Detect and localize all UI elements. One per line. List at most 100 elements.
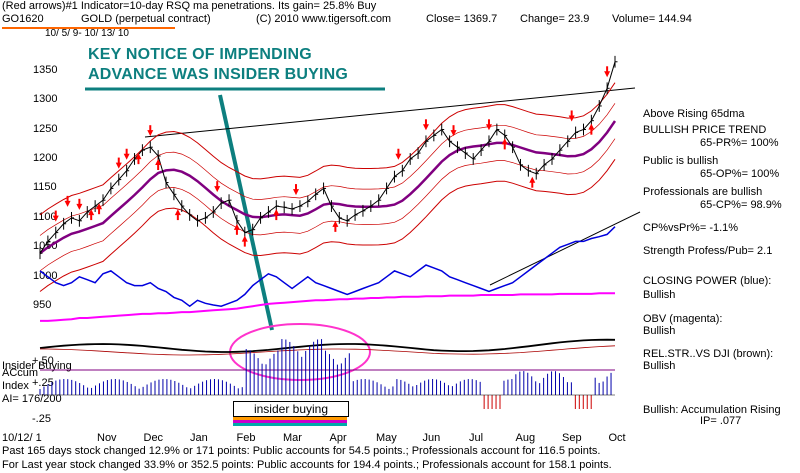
y-tick-label-6: 1050 <box>33 240 58 253</box>
signal-arrowhead <box>485 124 492 131</box>
annotation-line2: ADVANCE WAS INSIDER BUYING <box>88 66 349 83</box>
month-label-1: Dec <box>143 432 164 444</box>
insider-buying-label: Insider Buying <box>2 360 72 372</box>
signal-arrowhead <box>88 209 95 216</box>
accum-label: ACcum <box>2 367 39 379</box>
indicator-line: (Red arrows)#1 Indicator=10-day RSQ ma p… <box>2 0 377 12</box>
month-label-3: Feb <box>236 432 256 444</box>
side-item-q: IP= .077 <box>700 415 742 427</box>
y-tick-label-3: 1200 <box>33 151 58 164</box>
signal-arrowhead <box>422 124 429 131</box>
price-line <box>39 61 616 254</box>
inner-lower-band <box>39 138 616 272</box>
y-tick-label-1: 1300 <box>33 93 58 106</box>
signal-arrowhead <box>96 203 103 210</box>
month-label-10: Sep <box>562 432 582 444</box>
footer-line2: For Last year stock changed 33.9% or 352… <box>2 459 612 471</box>
side-item-l: OBV (magenta): <box>643 313 723 325</box>
side-item-i: Strength Profess/Pub= 2.1 <box>643 245 773 257</box>
band-magenta <box>233 420 347 423</box>
side-item-m: Bullish <box>643 325 676 337</box>
signal-arrowhead <box>135 153 142 160</box>
signal-arrowhead <box>273 209 280 216</box>
lower-band <box>39 159 616 292</box>
signal-arrowhead <box>241 235 248 242</box>
symbol: GO1620 <box>2 13 44 25</box>
month-label-9: Aug <box>515 432 536 444</box>
side-item-c: 65-PR%= 100% <box>700 137 779 149</box>
ma65-line <box>39 120 617 255</box>
side-item-d: Public is bullish <box>643 155 719 167</box>
side-item-o: Bullish <box>643 360 676 372</box>
y-tick-label-2: 1250 <box>33 122 58 135</box>
signal-arrowhead <box>588 123 595 130</box>
footer-date: 10/12/ 1 <box>2 432 42 444</box>
side-item-f: Professionals are bullish <box>643 186 763 198</box>
band-orange <box>233 417 347 420</box>
month-label-4: Mar <box>283 432 302 444</box>
side-item-e: 65-OP%= 100% <box>700 168 780 180</box>
signal-arrowhead <box>123 153 130 160</box>
rel-strength-line <box>39 338 616 353</box>
change-value: Change= 23.9 <box>520 13 590 25</box>
month-label-0: Nov <box>97 432 117 444</box>
tick-plus-50: +.50 <box>32 355 54 367</box>
month-label-11: Oct <box>608 432 626 444</box>
cp-trendline <box>489 211 641 286</box>
annotation-line1: KEY NOTICE OF IMPENDING <box>88 46 312 63</box>
signal-arrowhead <box>332 220 339 227</box>
obv-line <box>40 292 615 322</box>
signal-arrowhead <box>214 186 221 193</box>
signal-arrowhead <box>501 138 508 145</box>
side-item-p: Bullish: Accumulation Rising <box>643 404 781 416</box>
month-label-5: Apr <box>329 432 347 444</box>
insider-buying-box: insider buying <box>233 401 349 417</box>
signal-arrowhead <box>233 223 240 230</box>
month-label-7: Jun <box>422 432 441 444</box>
month-label-8: Jul <box>469 432 484 444</box>
side-item-n: REL.STR..VS DJI (brown): <box>643 348 774 360</box>
side-item-j: CLOSING POWER (blue): <box>643 275 772 287</box>
y-tick-label-4: 1150 <box>33 181 57 194</box>
instrument-name: GOLD (perpetual contract) <box>81 13 211 25</box>
copyright: (C) 2010 www.tigersoft.com <box>256 13 392 25</box>
closing-power-line <box>39 226 616 308</box>
annotation-pointer <box>218 94 274 331</box>
band-teal <box>233 423 347 426</box>
signal-arrowhead <box>450 130 457 137</box>
y-tick-label-0: 1350 <box>33 63 58 76</box>
side-item-a: Above Rising 65dma <box>643 108 745 120</box>
signal-arrowhead <box>529 176 536 183</box>
signal-arrowhead <box>155 159 162 166</box>
tick-minus-25: -.25 <box>32 413 51 425</box>
month-label-2: Jan <box>190 432 208 444</box>
signal-arrowhead <box>292 189 299 196</box>
resistance-trendline <box>144 87 636 138</box>
signal-arrowhead <box>604 71 611 78</box>
side-item-b: BULLISH PRICE TREND <box>643 124 767 136</box>
signal-arrowhead <box>568 115 575 122</box>
signal-arrowhead <box>174 209 181 216</box>
signal-arrowhead <box>395 153 402 160</box>
close-value: Close= 1369.7 <box>426 13 498 25</box>
date-range: 10/ 5/ 9- 10/ 13/ 10 <box>45 28 129 39</box>
y-tick-label-5: 1100 <box>33 210 57 223</box>
inner-upper-band <box>39 103 616 236</box>
rel-strength-ma <box>40 345 616 356</box>
y-tick-label-8: 950 <box>33 299 52 312</box>
signal-arrowhead <box>115 162 122 169</box>
signal-arrowhead <box>52 215 59 222</box>
month-label-6: May <box>376 432 397 444</box>
side-item-h: CP%vsPr%= -1.1% <box>643 222 739 234</box>
volume-value: Volume= 144.94 <box>612 13 692 25</box>
side-item-g: 65-CP%= 98.9% <box>700 199 782 211</box>
footer-line1: Past 165 days stock changed 12.9% or 171… <box>2 445 601 457</box>
side-item-k: Bullish <box>643 289 676 301</box>
signal-arrowhead <box>64 200 71 207</box>
signal-arrowhead <box>76 203 83 210</box>
index-label: Index <box>2 380 29 392</box>
signal-arrowhead <box>147 130 154 137</box>
ai-label: AI= 176/200 <box>2 393 62 405</box>
upper-band <box>39 82 616 216</box>
